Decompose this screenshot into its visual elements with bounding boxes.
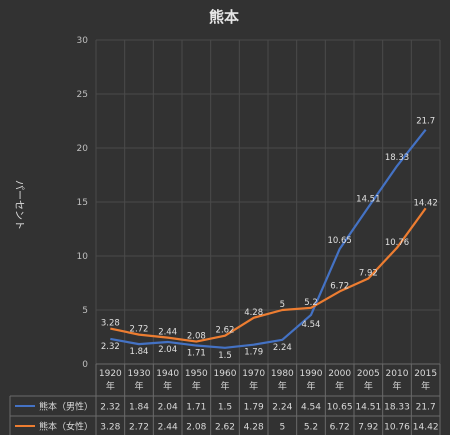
- legend-label: 熊本（男性）: [39, 401, 93, 413]
- data-label: 2.24: [273, 343, 292, 353]
- x-tick-label: 年: [192, 380, 201, 392]
- x-tick-label: 2000: [328, 369, 351, 379]
- data-label: 4.54: [302, 320, 321, 330]
- data-label: 2.08: [187, 332, 206, 342]
- data-label: 4.28: [244, 308, 263, 318]
- chart-title: 熊本: [209, 8, 239, 26]
- x-tick-label: 1940: [156, 369, 179, 379]
- x-tick-label: 年: [220, 380, 229, 392]
- x-tick-label: 1970: [242, 369, 265, 379]
- x-tick-label: 1950: [185, 369, 208, 379]
- table-cell-value: 14.42: [413, 423, 439, 433]
- x-tick-label: 年: [134, 380, 143, 392]
- data-label: 5: [280, 300, 285, 310]
- data-label: 1.5: [218, 351, 232, 361]
- data-label: 21.7: [416, 117, 435, 127]
- data-label: 10.65: [327, 236, 351, 246]
- x-tick-label: 1990: [300, 369, 323, 379]
- table-cell-value: 4.54: [301, 403, 321, 413]
- data-label: 2.04: [158, 345, 177, 355]
- table-cell-value: 10.76: [384, 423, 410, 433]
- y-tick-label: 5: [82, 306, 88, 316]
- table-cell-value: 2.04: [158, 403, 178, 413]
- x-tick-label: 年: [364, 380, 373, 392]
- table-cell-value: 2.32: [100, 403, 120, 413]
- y-tick-label: 20: [77, 144, 89, 154]
- x-tick-label: 1980: [271, 369, 294, 379]
- y-tick-label: 0: [82, 360, 88, 370]
- x-tick-label: 年: [106, 380, 115, 392]
- table-cell-value: 2.08: [186, 423, 206, 433]
- data-label: 18.33: [385, 153, 409, 163]
- y-tick-label: 10: [77, 252, 89, 262]
- legend-label: 熊本（女性）: [39, 421, 93, 433]
- table-cell-value: 6.72: [330, 423, 350, 433]
- table-cell-value: 1.71: [186, 403, 206, 413]
- x-tick-label: 年: [335, 380, 344, 392]
- x-tick-label: 1960: [214, 369, 237, 379]
- table-cell-value: 1.84: [129, 403, 149, 413]
- x-tick-label: 2015: [414, 369, 437, 379]
- table-cell-value: 2.24: [272, 403, 292, 413]
- table-cell-value: 2.62: [215, 423, 235, 433]
- data-label: 14.42: [413, 198, 437, 208]
- data-label: 2.44: [158, 328, 177, 338]
- data-label: 5.2: [304, 298, 318, 308]
- table-cell-value: 10.65: [327, 403, 353, 413]
- table-cell-value: 7.92: [358, 423, 378, 433]
- data-label: 1.79: [244, 348, 263, 358]
- data-label: 2.72: [130, 325, 149, 335]
- x-tick-label: 年: [306, 380, 315, 392]
- table-cell-value: 14.51: [355, 403, 381, 413]
- x-tick-label: 年: [163, 380, 172, 392]
- table-cell-value: 1.5: [218, 403, 232, 413]
- data-label: 7.92: [359, 268, 378, 278]
- table-cell-value: 18.33: [384, 403, 410, 413]
- data-label: 1.71: [187, 349, 206, 359]
- data-label: 1.84: [130, 347, 149, 357]
- series-line: [110, 207, 427, 343]
- x-tick-label: 1920: [99, 369, 122, 379]
- data-label: 10.76: [385, 238, 409, 248]
- data-label: 14.51: [356, 194, 380, 204]
- table-cell-value: 1.79: [244, 403, 264, 413]
- table-cell-value: 2.44: [158, 423, 178, 433]
- data-label: 2.62: [216, 326, 235, 336]
- table-cell-value: 5.2: [304, 423, 318, 433]
- data-label: 3.28: [101, 319, 120, 329]
- y-tick-label: 30: [77, 36, 89, 46]
- data-label: 2.32: [101, 342, 120, 352]
- table-cell-value: 2.72: [129, 423, 149, 433]
- y-tick-label: 15: [77, 198, 88, 208]
- x-tick-label: 2010: [386, 369, 409, 379]
- x-tick-label: 2005: [357, 369, 380, 379]
- table-cell-value: 5: [279, 423, 285, 433]
- table-cell-value: 21.7: [416, 403, 436, 413]
- y-axis-label: パーセント: [13, 180, 25, 230]
- x-tick-label: 年: [421, 380, 430, 392]
- x-tick-label: 年: [392, 380, 401, 392]
- x-tick-label: 年: [249, 380, 258, 392]
- x-tick-label: 1930: [128, 369, 151, 379]
- series-line: [110, 128, 427, 349]
- table-cell-value: 4.28: [244, 423, 264, 433]
- x-tick-label: 年: [278, 380, 287, 392]
- y-tick-label: 25: [77, 90, 88, 100]
- table-cell-value: 3.28: [100, 423, 120, 433]
- data-label: 6.72: [330, 281, 349, 291]
